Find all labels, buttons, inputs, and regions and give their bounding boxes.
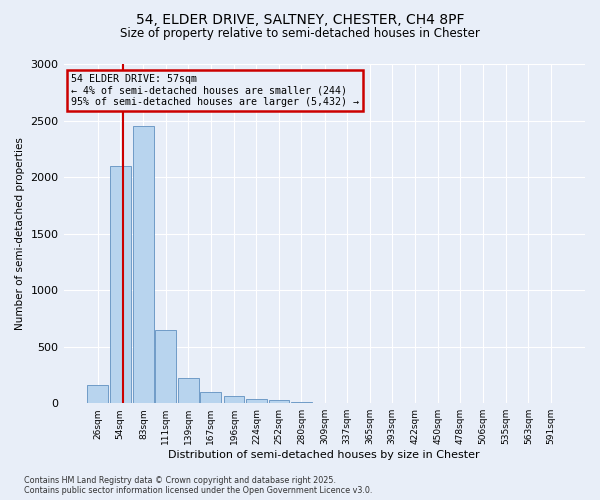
Bar	[178, 378, 199, 403]
Bar	[155, 330, 176, 403]
Text: 54 ELDER DRIVE: 57sqm
← 4% of semi-detached houses are smaller (244)
95% of semi: 54 ELDER DRIVE: 57sqm ← 4% of semi-detac…	[71, 74, 359, 108]
X-axis label: Distribution of semi-detached houses by size in Chester: Distribution of semi-detached houses by …	[169, 450, 480, 460]
Bar	[224, 396, 244, 403]
Bar	[133, 126, 154, 403]
Bar	[314, 402, 335, 403]
Bar	[110, 166, 131, 403]
Bar	[269, 400, 289, 403]
Text: Contains HM Land Registry data © Crown copyright and database right 2025.
Contai: Contains HM Land Registry data © Crown c…	[24, 476, 373, 495]
Text: Size of property relative to semi-detached houses in Chester: Size of property relative to semi-detach…	[120, 28, 480, 40]
Text: 54, ELDER DRIVE, SALTNEY, CHESTER, CH4 8PF: 54, ELDER DRIVE, SALTNEY, CHESTER, CH4 8…	[136, 12, 464, 26]
Bar	[291, 402, 312, 403]
Bar	[246, 398, 267, 403]
Bar	[200, 392, 221, 403]
Y-axis label: Number of semi-detached properties: Number of semi-detached properties	[15, 137, 25, 330]
Bar	[87, 385, 108, 403]
